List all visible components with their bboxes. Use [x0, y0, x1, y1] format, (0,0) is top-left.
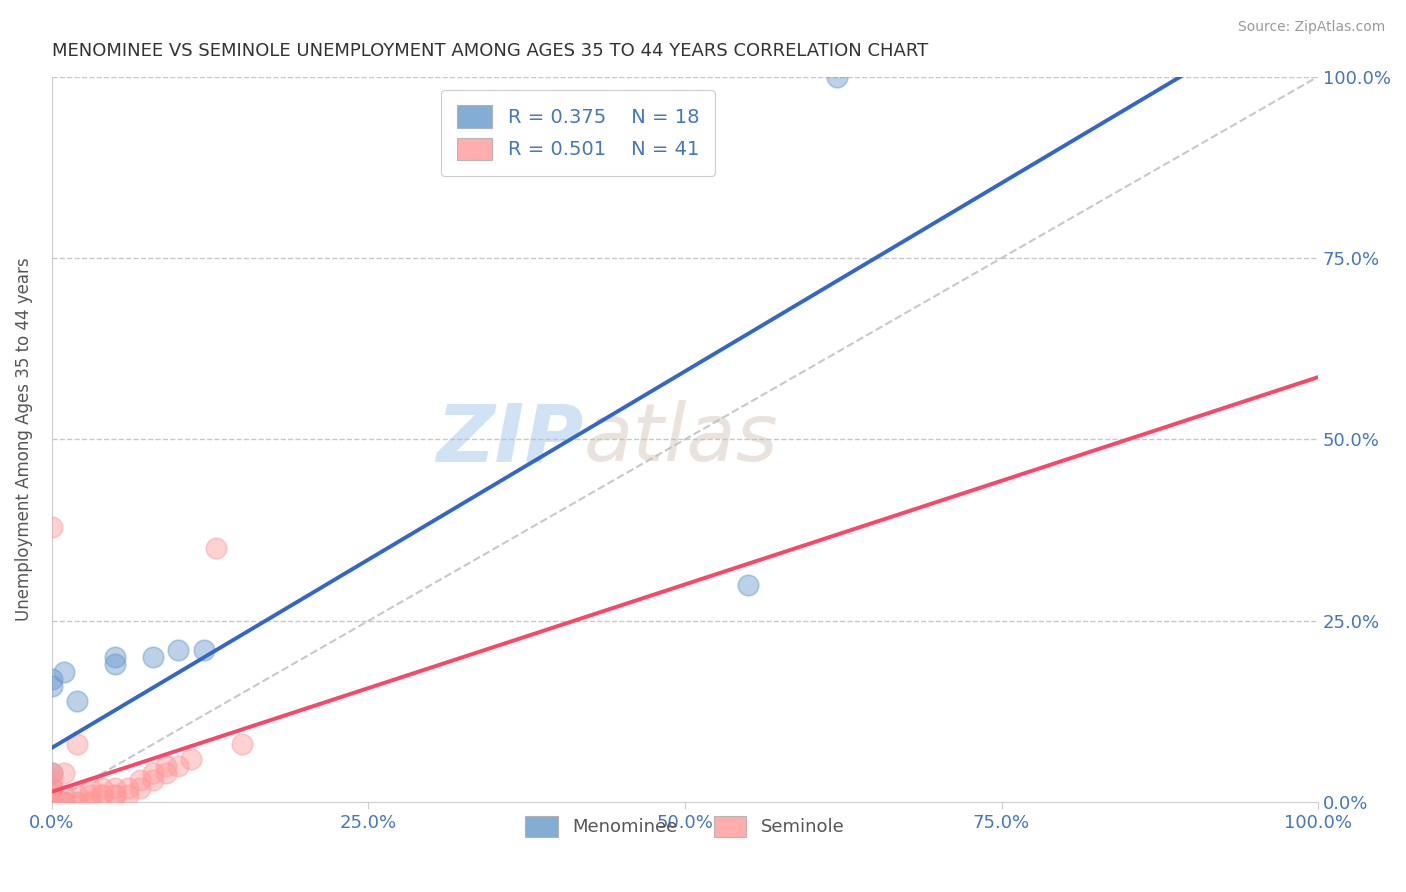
- Point: [53, 788, 76, 802]
- Point: [66, 694, 89, 708]
- Point: [91, 788, 114, 802]
- Point: [41, 795, 63, 809]
- Point: [41, 780, 63, 795]
- Point: [155, 766, 177, 780]
- Point: [104, 780, 127, 795]
- Point: [129, 780, 152, 795]
- Point: [41, 773, 63, 788]
- Point: [180, 752, 202, 766]
- Point: [41, 766, 63, 780]
- Point: [41, 795, 63, 809]
- Point: [737, 577, 759, 591]
- Point: [142, 773, 165, 788]
- Point: [205, 541, 228, 556]
- Point: [41, 780, 63, 795]
- Point: [117, 780, 139, 795]
- Point: [142, 766, 165, 780]
- Point: [79, 780, 101, 795]
- Point: [117, 788, 139, 802]
- Point: [79, 795, 101, 809]
- Point: [104, 657, 127, 672]
- Point: [104, 788, 127, 802]
- Y-axis label: Unemployment Among Ages 35 to 44 years: Unemployment Among Ages 35 to 44 years: [15, 258, 32, 621]
- Point: [91, 780, 114, 795]
- Point: [53, 665, 76, 679]
- Point: [155, 759, 177, 773]
- Point: [53, 795, 76, 809]
- Point: [41, 788, 63, 802]
- Point: [825, 70, 848, 84]
- Point: [53, 795, 76, 809]
- Point: [104, 788, 127, 802]
- Text: atlas: atlas: [583, 401, 779, 478]
- Point: [142, 650, 165, 665]
- Point: [41, 766, 63, 780]
- Point: [66, 795, 89, 809]
- Text: MENOMINEE VS SEMINOLE UNEMPLOYMENT AMONG AGES 35 TO 44 YEARS CORRELATION CHART: MENOMINEE VS SEMINOLE UNEMPLOYMENT AMONG…: [52, 42, 928, 60]
- Point: [41, 795, 63, 809]
- Point: [231, 737, 253, 751]
- Point: [41, 679, 63, 693]
- Point: [66, 737, 89, 751]
- Point: [41, 672, 63, 686]
- Point: [193, 643, 215, 657]
- Point: [41, 795, 63, 809]
- Point: [41, 795, 63, 809]
- Point: [41, 795, 63, 809]
- Text: Source: ZipAtlas.com: Source: ZipAtlas.com: [1237, 20, 1385, 34]
- Point: [41, 795, 63, 809]
- Point: [104, 650, 127, 665]
- Text: ZIP: ZIP: [436, 401, 583, 478]
- Point: [53, 795, 76, 809]
- Point: [167, 759, 190, 773]
- Point: [53, 766, 76, 780]
- Point: [41, 795, 63, 809]
- Point: [79, 795, 101, 809]
- Point: [129, 773, 152, 788]
- Point: [66, 795, 89, 809]
- Point: [167, 643, 190, 657]
- Point: [41, 519, 63, 533]
- Legend: Menominee, Seminole: Menominee, Seminole: [519, 809, 852, 844]
- Point: [41, 795, 63, 809]
- Point: [79, 788, 101, 802]
- Point: [66, 788, 89, 802]
- Point: [41, 795, 63, 809]
- Point: [91, 788, 114, 802]
